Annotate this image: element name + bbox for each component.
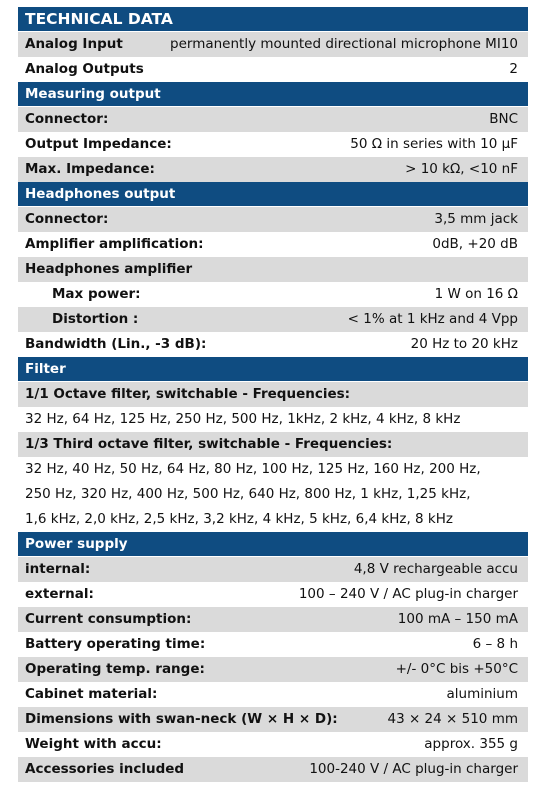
- spec-value: > 10 kΩ, <10 nF: [405, 161, 518, 177]
- spec-label: Analog Input: [25, 36, 123, 52]
- section-title: Measuring output: [18, 82, 528, 107]
- spec-row: 1/3 Third octave filter, switchable - Fr…: [18, 432, 528, 457]
- spec-row: Headphones amplifier: [18, 257, 528, 282]
- spec-label: Weight with accu:: [25, 736, 162, 752]
- spec-value: approx. 355 g: [424, 736, 518, 752]
- spec-row: Operating temp. range: +/- 0°C bis +50°C: [18, 657, 528, 682]
- spec-value: 4,8 V rechargeable accu: [353, 561, 518, 577]
- spec-value: 3,5 mm jack: [434, 211, 518, 227]
- spec-value: 43 × 24 × 510 mm: [387, 711, 518, 727]
- spec-label: Max. Impedance:: [25, 161, 155, 177]
- spec-value: 100 mA – 150 mA: [397, 611, 518, 627]
- spec-value: permanently mounted directional micropho…: [170, 36, 518, 52]
- spec-label: Accessories included: [25, 761, 185, 777]
- spec-value: 0dB, +20 dB: [432, 236, 518, 252]
- spec-label: 1/3 Third octave filter, switchable - Fr…: [25, 436, 393, 452]
- spec-row: Dimensions with swan-neck (W × H × D): 43…: [18, 707, 528, 732]
- spec-row: Amplifier amplification: 0dB, +20 dB: [18, 232, 528, 257]
- spec-row: Battery operating time: 6 – 8 h: [18, 632, 528, 657]
- frequency-line: 32 Hz, 40 Hz, 50 Hz, 64 Hz, 80 Hz, 100 H…: [25, 461, 481, 477]
- spec-label: Headphones amplifier: [25, 261, 193, 277]
- spec-row: Output Impedance: 50 Ω in series with 10 …: [18, 132, 528, 157]
- spec-row: Analog Outputs 2: [18, 57, 528, 82]
- spec-row: Current consumption: 100 mA – 150 mA: [18, 607, 528, 632]
- spec-value: BNC: [489, 111, 518, 127]
- spec-label: 1/1 Octave filter, switchable - Frequenc…: [25, 386, 351, 402]
- frequency-line: 1,6 kHz, 2,0 kHz, 2,5 kHz, 3,2 kHz, 4 kH…: [25, 511, 453, 527]
- spec-value: 2: [509, 61, 518, 77]
- spec-value: < 1% at 1 kHz and 4 Vpp: [347, 311, 518, 327]
- spec-value: 20 Hz to 20 kHz: [410, 336, 518, 352]
- spec-row: Distortion : < 1% at 1 kHz and 4 Vpp: [18, 307, 528, 332]
- spec-row: external: 100 – 240 V / AC plug-in charge…: [18, 582, 528, 607]
- frequency-line: 32 Hz, 64 Hz, 125 Hz, 250 Hz, 500 Hz, 1k…: [25, 411, 461, 427]
- section-title: Headphones output: [18, 182, 528, 207]
- frequency-line: 250 Hz, 320 Hz, 400 Hz, 500 Hz, 640 Hz, …: [25, 486, 471, 502]
- spec-label: Bandwidth (Lin., -3 dB):: [25, 336, 207, 352]
- spec-row: Connector: BNC: [18, 107, 528, 132]
- spec-label: Current consumption:: [25, 611, 192, 627]
- spec-row: Weight with accu: approx. 355 g: [18, 732, 528, 757]
- spec-value: 50 Ω in series with 10 μF: [350, 136, 518, 152]
- section-title: Filter: [18, 357, 528, 382]
- spec-label: Output Impedance:: [25, 136, 172, 152]
- spec-label: Max power:: [52, 286, 141, 302]
- spec-row: Bandwidth (Lin., -3 dB): 20 Hz to 20 kHz: [18, 332, 528, 357]
- spec-row: Cabinet material: aluminium: [18, 682, 528, 707]
- spec-label: Connector:: [25, 211, 109, 227]
- spec-label: Battery operating time:: [25, 636, 206, 652]
- spec-label: Connector:: [25, 111, 109, 127]
- spec-row: Max. Impedance: > 10 kΩ, <10 nF: [18, 157, 528, 182]
- table-title: TECHNICAL DATA: [18, 7, 528, 32]
- spec-label: Dimensions with swan-neck (W × H × D):: [25, 711, 338, 727]
- spec-label: internal:: [25, 561, 91, 577]
- spec-value: 6 – 8 h: [472, 636, 518, 652]
- spec-label: Analog Outputs: [25, 61, 144, 77]
- spec-label: Operating temp. range:: [25, 661, 205, 677]
- spec-row: internal: 4,8 V rechargeable accu: [18, 557, 528, 582]
- spec-label: Distortion :: [52, 311, 139, 327]
- spec-row: Connector: 3,5 mm jack: [18, 207, 528, 232]
- spec-label: Amplifier amplification:: [25, 236, 204, 252]
- spec-row: 1/1 Octave filter, switchable - Frequenc…: [18, 382, 528, 407]
- spec-label: external:: [25, 586, 94, 602]
- spec-row: Max power: 1 W on 16 Ω: [18, 282, 528, 307]
- spec-value: +/- 0°C bis +50°C: [395, 661, 518, 677]
- spec-row: Accessories included 100-240 V / AC plug-…: [18, 757, 528, 782]
- spec-table: TECHNICAL DATA Analog Input permanently m…: [18, 7, 528, 782]
- spec-value: 100-240 V / AC plug-in charger: [309, 761, 518, 777]
- section-title: Power supply: [18, 532, 528, 557]
- spec-value: 1 W on 16 Ω: [434, 286, 518, 302]
- spec-value: 100 – 240 V / AC plug-in charger: [298, 586, 518, 602]
- spec-label: Cabinet material:: [25, 686, 158, 702]
- spec-value: aluminium: [446, 686, 519, 702]
- spec-row: Analog Input permanently mounted directio…: [18, 32, 528, 57]
